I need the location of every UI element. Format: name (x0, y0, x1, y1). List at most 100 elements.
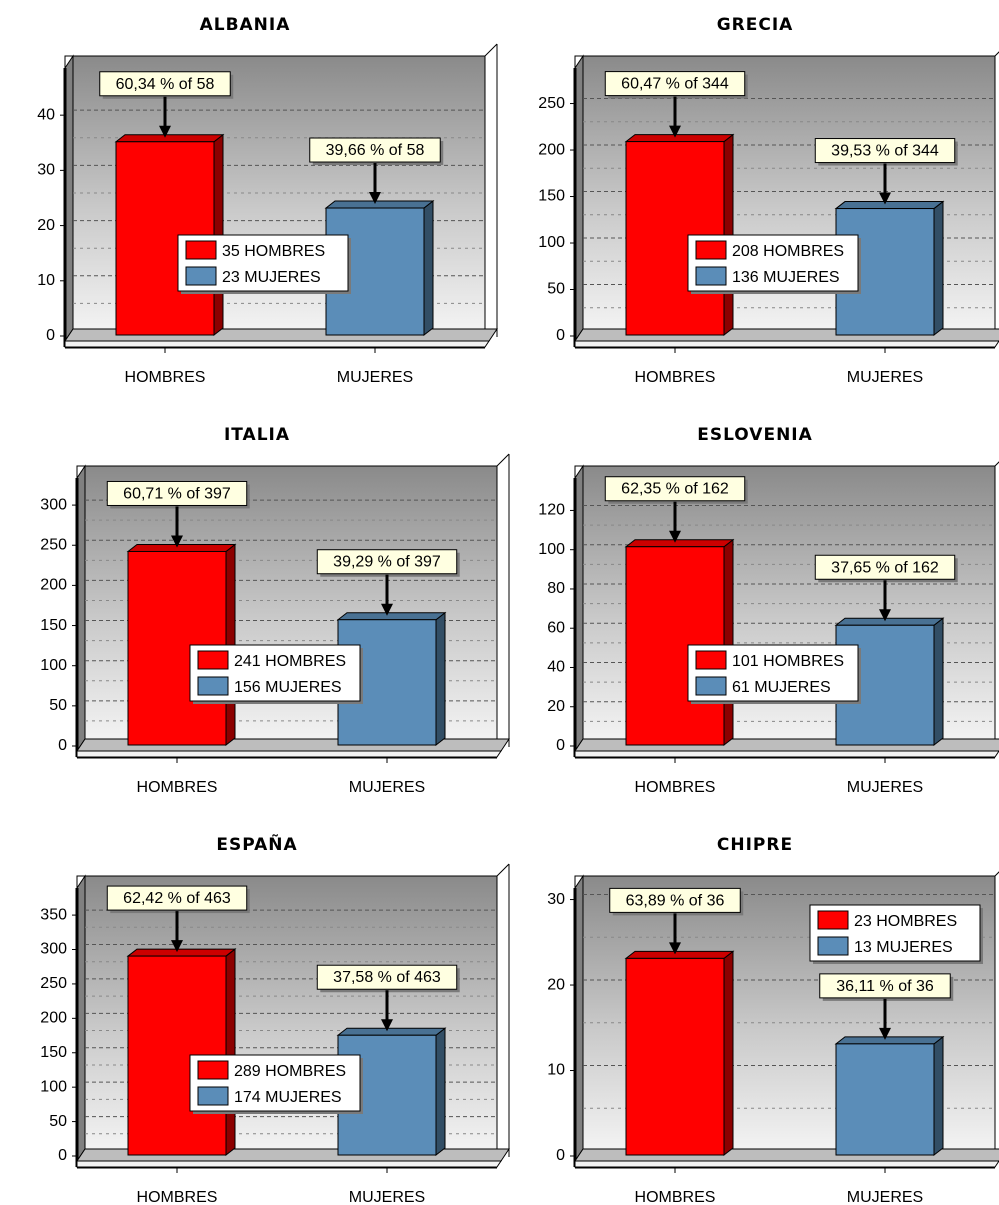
y-tick-label: 0 (556, 327, 565, 344)
bar-hombres (625, 957, 725, 1156)
bar-side-mujeres (933, 617, 944, 747)
y-tick-label: 150 (40, 1044, 67, 1061)
y-tick-label: 10 (547, 1062, 565, 1079)
bar-top-hombres (114, 134, 225, 143)
annotation-label: 36,11 % of 36 (836, 978, 934, 995)
plot-right-top-edge (994, 461, 999, 467)
y-tick-label: 20 (547, 698, 565, 715)
chart-grecia: GRECIA 0 50 100 150 200 250 HOMBRES 60,47 % of 3… (538, 15, 999, 386)
annotation-label: 60,71 % of 397 (123, 485, 231, 502)
plot-right-top-edge (994, 51, 999, 57)
legend-label: 241 HOMBRES (234, 653, 346, 670)
annotation-arrow-head (669, 530, 681, 543)
legend-label: 23 MUJERES (222, 269, 321, 286)
annotation-label: 60,34 % of 58 (116, 76, 215, 93)
bar-side-mujeres (933, 1035, 944, 1157)
annotation-box (309, 137, 441, 163)
chart-chipre: CHIPRE 0 10 20 30 HOMBRES 63,89 % of 36 MUJERES… (547, 835, 999, 1205)
legend-swatch-hombres (695, 650, 727, 670)
y-tick-label: 100 (40, 657, 67, 674)
annotation-box (814, 554, 956, 580)
bar-top-mujeres (336, 1027, 447, 1036)
x-tick-label: MUJERES (349, 779, 425, 796)
y-tick-label: 120 (538, 502, 565, 519)
legend-swatch-mujeres (695, 676, 727, 696)
chart-italia: ITALIA 0 50 100 150 200 250 300 HOMBRES 60,71 % o… (40, 425, 510, 796)
annotation-box (604, 71, 746, 97)
x-tick-label: HOMBRES (635, 369, 716, 386)
y-tick-label: 60 (547, 619, 565, 636)
annotation-label: 60,47 % of 344 (621, 76, 729, 93)
plot-floor-front (574, 340, 999, 348)
x-tick-label: HOMBRES (635, 1189, 716, 1205)
y-tick-label: 0 (556, 737, 565, 754)
y-tick-label: 0 (46, 327, 55, 344)
legend-swatch-hombres (695, 240, 727, 260)
plot-right-top-edge (994, 871, 999, 877)
annotation-box (604, 476, 746, 502)
annotation-box (316, 964, 458, 990)
legend-swatch-hombres (185, 240, 217, 260)
y-tick-label: 350 (40, 906, 67, 923)
annotation-arrow-head (171, 535, 183, 548)
x-tick-label: HOMBRES (635, 779, 716, 796)
bar-side-mujeres (435, 611, 446, 747)
y-tick-label: 100 (538, 234, 565, 251)
chart-title: ESLOVENIA (697, 425, 813, 445)
bar-hombres (625, 546, 725, 746)
y-tick-label: 200 (40, 577, 67, 594)
annotation-label: 37,65 % of 162 (831, 559, 939, 576)
x-tick-label: MUJERES (337, 369, 413, 386)
annotation-arrow-head (159, 125, 171, 138)
y-tick-label: 300 (40, 496, 67, 513)
y-tick-label: 200 (538, 141, 565, 158)
y-tick-label: 50 (547, 281, 565, 298)
chart-title: GRECIA (717, 15, 794, 35)
annotation-arrow-head (381, 603, 393, 616)
chart-españa: ESPAÑA 0 50 100 150 200 250 300 350 HOMBRES 62,42 … (40, 832, 510, 1205)
y-tick-label: 20 (37, 217, 55, 234)
bar-top-hombres (126, 543, 237, 552)
annotation-label: 37,58 % of 463 (333, 969, 441, 986)
y-tick-label: 40 (547, 659, 565, 676)
legend-swatch-mujeres (185, 266, 217, 286)
y-tick-label: 20 (547, 976, 565, 993)
plot-right-top-edge (484, 43, 498, 57)
bar-top-hombres (624, 950, 735, 959)
legend-swatch-hombres (817, 910, 849, 930)
y-tick-label: 50 (49, 1113, 67, 1130)
bar-side-hombres (225, 948, 236, 1157)
y-tick-label: 0 (58, 737, 67, 754)
y-tick-label: 50 (49, 697, 67, 714)
bar-side-hombres (723, 538, 734, 747)
y-tick-label: 0 (556, 1147, 565, 1164)
annotation-box (819, 973, 951, 999)
annotation-box (99, 71, 231, 97)
bar-side-mujeres (435, 1027, 446, 1157)
annotation-arrow-head (381, 1019, 393, 1032)
plot-floor-front (76, 750, 502, 758)
y-tick-label: 150 (538, 188, 565, 205)
x-tick-label: MUJERES (349, 1189, 425, 1205)
x-tick-label: MUJERES (847, 1189, 923, 1205)
annotation-label: 62,35 % of 162 (621, 481, 729, 498)
annotation-box (106, 885, 248, 911)
plot-floor-front (574, 1160, 999, 1168)
legend-swatch-hombres (197, 1060, 229, 1080)
x-tick-label: HOMBRES (137, 1189, 218, 1205)
annotation-box (814, 138, 956, 164)
x-tick-label: HOMBRES (125, 369, 206, 386)
bar-top-mujeres (834, 1036, 945, 1045)
legend-label: 101 HOMBRES (732, 653, 844, 670)
legend-label: 13 MUJERES (854, 939, 953, 956)
bar-side-mujeres (933, 200, 944, 337)
y-tick-label: 0 (58, 1147, 67, 1164)
legend-swatch-mujeres (817, 936, 849, 956)
legend-swatch-hombres (197, 650, 229, 670)
chart-title: ALBANIA (200, 15, 291, 35)
bar-top-mujeres (834, 201, 945, 210)
annotation-label: 63,89 % of 36 (626, 892, 725, 909)
plot-floor-front (64, 340, 490, 348)
annotation-arrow-head (669, 942, 681, 955)
